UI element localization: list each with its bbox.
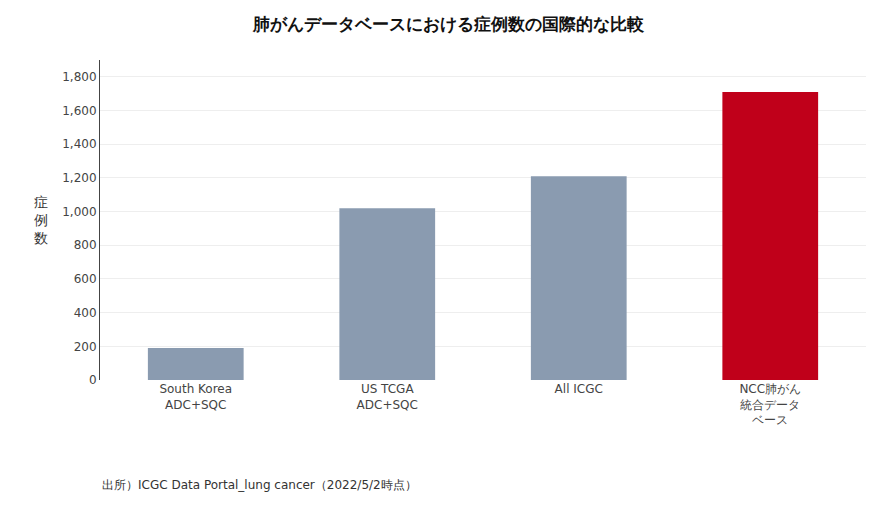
svg-text:症例数: 症例数 [34,194,48,246]
svg-text:肺がんデータベースにおける症例数の国際的な比較: 肺がんデータベースにおける症例数の国際的な比較 [252,14,645,34]
svg-text:1,400: 1,400 [62,137,96,151]
svg-text:1,600: 1,600 [62,104,96,118]
svg-text:0: 0 [89,373,97,387]
svg-text:400: 400 [74,306,97,320]
svg-text:800: 800 [74,238,97,252]
svg-text:South KoreaADC+SQC: South KoreaADC+SQC [159,382,232,412]
svg-text:600: 600 [74,272,97,286]
svg-text:NCC肺がん統合データベース: NCC肺がん統合データベース [739,382,801,427]
svg-text:1,800: 1,800 [62,70,96,84]
svg-text:1,000: 1,000 [62,205,96,219]
svg-text:200: 200 [74,340,97,354]
svg-text:出所）ICGC Data Portal_lung cance: 出所）ICGC Data Portal_lung cancer（2022/5/2… [102,478,417,492]
svg-text:US TCGAADC+SQC: US TCGAADC+SQC [357,382,418,412]
svg-text:1,200: 1,200 [62,171,96,185]
svg-text:All ICGC: All ICGC [555,382,603,396]
